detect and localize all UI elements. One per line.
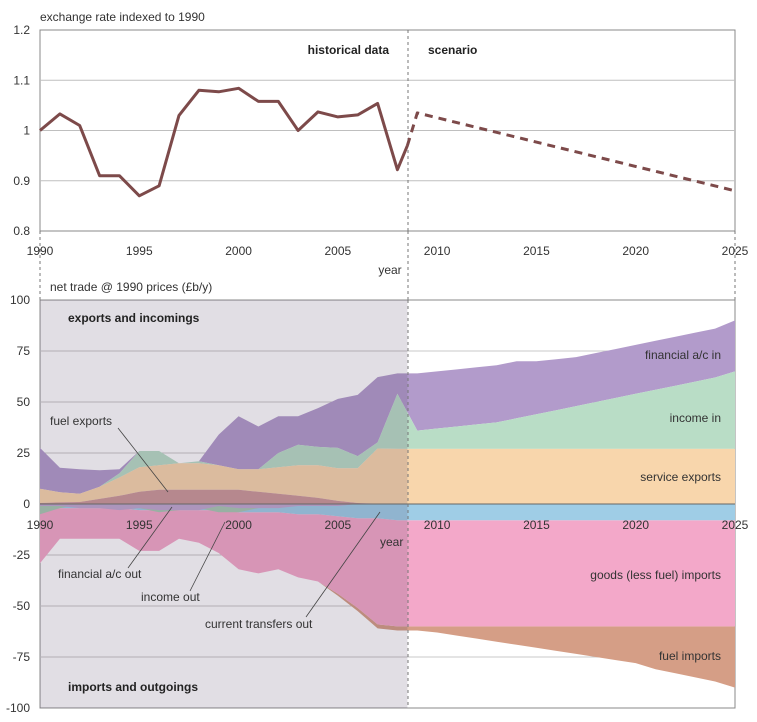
label-current-transfers-out: current transfers out xyxy=(205,617,313,631)
net-trade-chart: 100 75 50 25 0 -25 -50 -75 -100 1990 1995 2000 2005… xyxy=(6,280,749,715)
area-financial-a-c-in xyxy=(40,320,735,494)
bottom-area-series xyxy=(40,320,735,688)
bottom-x-tick-2025: 2025 xyxy=(722,518,749,532)
top-y-tick-1: 1 xyxy=(23,124,30,138)
top-x-tick-1995: 1995 xyxy=(126,244,153,258)
bottom-y-tick-0: 0 xyxy=(23,497,30,511)
bottom-y-tick-100: -100 xyxy=(6,701,30,715)
bottom-x-tick-2000: 2000 xyxy=(225,518,252,532)
bottom-y-tick-50: 50 xyxy=(17,395,31,409)
historical-data-label: historical data xyxy=(308,43,390,57)
bottom-x-tick-2020: 2020 xyxy=(622,518,649,532)
bottom-y-tick-labels: 100 75 50 25 0 -25 -50 -75 -100 xyxy=(6,293,30,715)
top-y-tick-1-2: 1.2 xyxy=(13,23,30,37)
area-service-exports xyxy=(40,448,735,504)
label-income-out: income out xyxy=(141,590,200,604)
area-fuel-imports xyxy=(40,538,735,688)
bottom-x-tick-1995: 1995 xyxy=(126,518,153,532)
imports-outgoings-label: imports and outgoings xyxy=(68,680,198,694)
top-grid xyxy=(40,79,735,182)
top-x-tick-2010: 2010 xyxy=(424,244,451,258)
label-income-in: income in xyxy=(670,411,721,425)
bottom-y-tick-50: -50 xyxy=(13,599,31,613)
leader-current-transfers-out xyxy=(305,511,381,618)
top-series xyxy=(39,86,736,198)
bottom-y-tick-25: -25 xyxy=(13,548,31,562)
bottom-y-tick-100: 100 xyxy=(10,293,30,307)
label-fuel-exports: fuel exports xyxy=(50,414,112,428)
leader-financial-out xyxy=(127,506,173,569)
top-x-tick-2020: 2020 xyxy=(622,244,649,258)
bottom-y-tick-75: 75 xyxy=(17,344,31,358)
scenario-label: scenario xyxy=(428,43,477,57)
bottom-x-tick-2005: 2005 xyxy=(325,518,352,532)
label-financial-out: financial a/c out xyxy=(58,567,142,581)
top-y-tick-labels: 1.2 1.1 1 0.9 0.8 xyxy=(13,23,30,238)
top-x-tick-2000: 2000 xyxy=(225,244,252,258)
leader-fuel-exports xyxy=(117,427,169,493)
top-x-tick-labels: 1990 1995 2000 2005 2010 2015 2020 2025 xyxy=(27,244,749,258)
bottom-y-tick-75: -75 xyxy=(13,650,31,664)
label-financial-in: financial a/c in xyxy=(645,348,721,362)
area-goods-less-fuel-imports xyxy=(40,508,735,627)
leader-income-out xyxy=(189,521,226,592)
area-fuel-exports xyxy=(40,489,735,504)
bottom-x-axis-label: year xyxy=(380,535,403,549)
bottom-x-tick-labels: 1990 1995 2000 2005 2010 2015 2020 2025 xyxy=(27,518,749,532)
top-y-tick-0-8: 0.8 xyxy=(13,224,30,238)
area-income-in xyxy=(40,371,735,494)
exports-incomings-label: exports and incomings xyxy=(68,311,200,325)
top-y-tick-0-9: 0.9 xyxy=(13,174,30,188)
bottom-x-tick-1990: 1990 xyxy=(27,518,54,532)
label-goods-imports: goods (less fuel) imports xyxy=(590,568,721,582)
top-x-axis-label: year xyxy=(378,263,401,277)
area-financial-a-c-out xyxy=(40,504,735,511)
top-x-tick-2005: 2005 xyxy=(325,244,352,258)
bottom-x-tick-2015: 2015 xyxy=(523,518,550,532)
exchange-rate-line-dashed xyxy=(405,111,736,193)
exchange-rate-line-solid xyxy=(39,86,409,198)
top-y-axis-label: exchange rate indexed to 1990 xyxy=(40,10,205,24)
top-y-tick-1-1: 1.1 xyxy=(13,73,30,87)
bottom-x-tick-2010: 2010 xyxy=(424,518,451,532)
top-x-tick-2015: 2015 xyxy=(523,244,550,258)
label-service-exports: service exports xyxy=(640,470,721,484)
exchange-rate-chart: 1.21.110.90.8 1990 1995 2000 2005 2010 2015 20… xyxy=(13,10,748,277)
bottom-y-axis-label: net trade @ 1990 prices (£b/y) xyxy=(50,280,212,294)
label-fuel-imports: fuel imports xyxy=(659,649,721,663)
bottom-y-tick-25: 25 xyxy=(17,446,31,460)
